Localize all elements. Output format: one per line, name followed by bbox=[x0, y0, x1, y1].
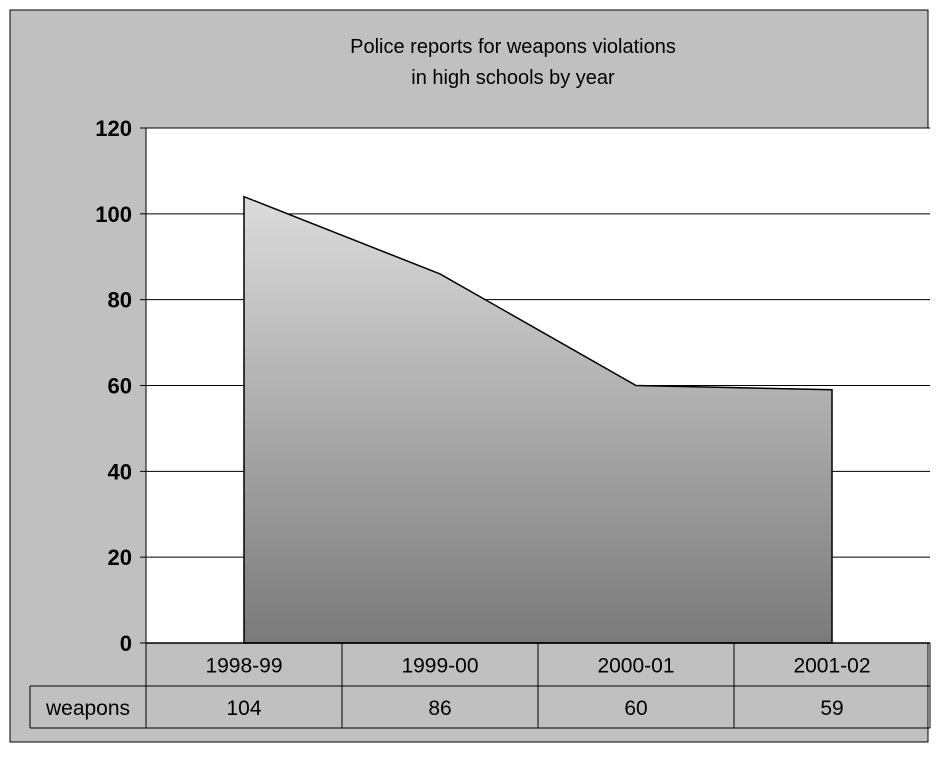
table-value-1999-00: 86 bbox=[428, 697, 451, 720]
x-category-label-1999-00: 1999-00 bbox=[401, 655, 478, 678]
y-tick-label-20: 20 bbox=[108, 545, 132, 570]
chart-title-line-2: in high schools by year bbox=[411, 67, 615, 89]
table-series-name: weapons bbox=[45, 697, 130, 720]
y-tick-label-0: 0 bbox=[120, 631, 132, 656]
table-value-2000-01: 60 bbox=[624, 697, 647, 720]
x-category-label-2001-02: 2001-02 bbox=[793, 655, 870, 678]
y-tick-label-120: 120 bbox=[95, 116, 132, 141]
table-value-2001-02: 59 bbox=[820, 697, 843, 720]
x-category-label-1998-99: 1998-99 bbox=[205, 655, 282, 678]
y-tick-label-60: 60 bbox=[108, 374, 132, 399]
table-value-1998-99: 104 bbox=[226, 697, 261, 720]
y-tick-label-40: 40 bbox=[108, 459, 132, 484]
chart-title-line-1: Police reports for weapons violations bbox=[350, 36, 676, 58]
y-tick-label-80: 80 bbox=[108, 288, 132, 313]
y-tick-label-100: 100 bbox=[95, 202, 132, 227]
x-category-label-2000-01: 2000-01 bbox=[597, 655, 674, 678]
